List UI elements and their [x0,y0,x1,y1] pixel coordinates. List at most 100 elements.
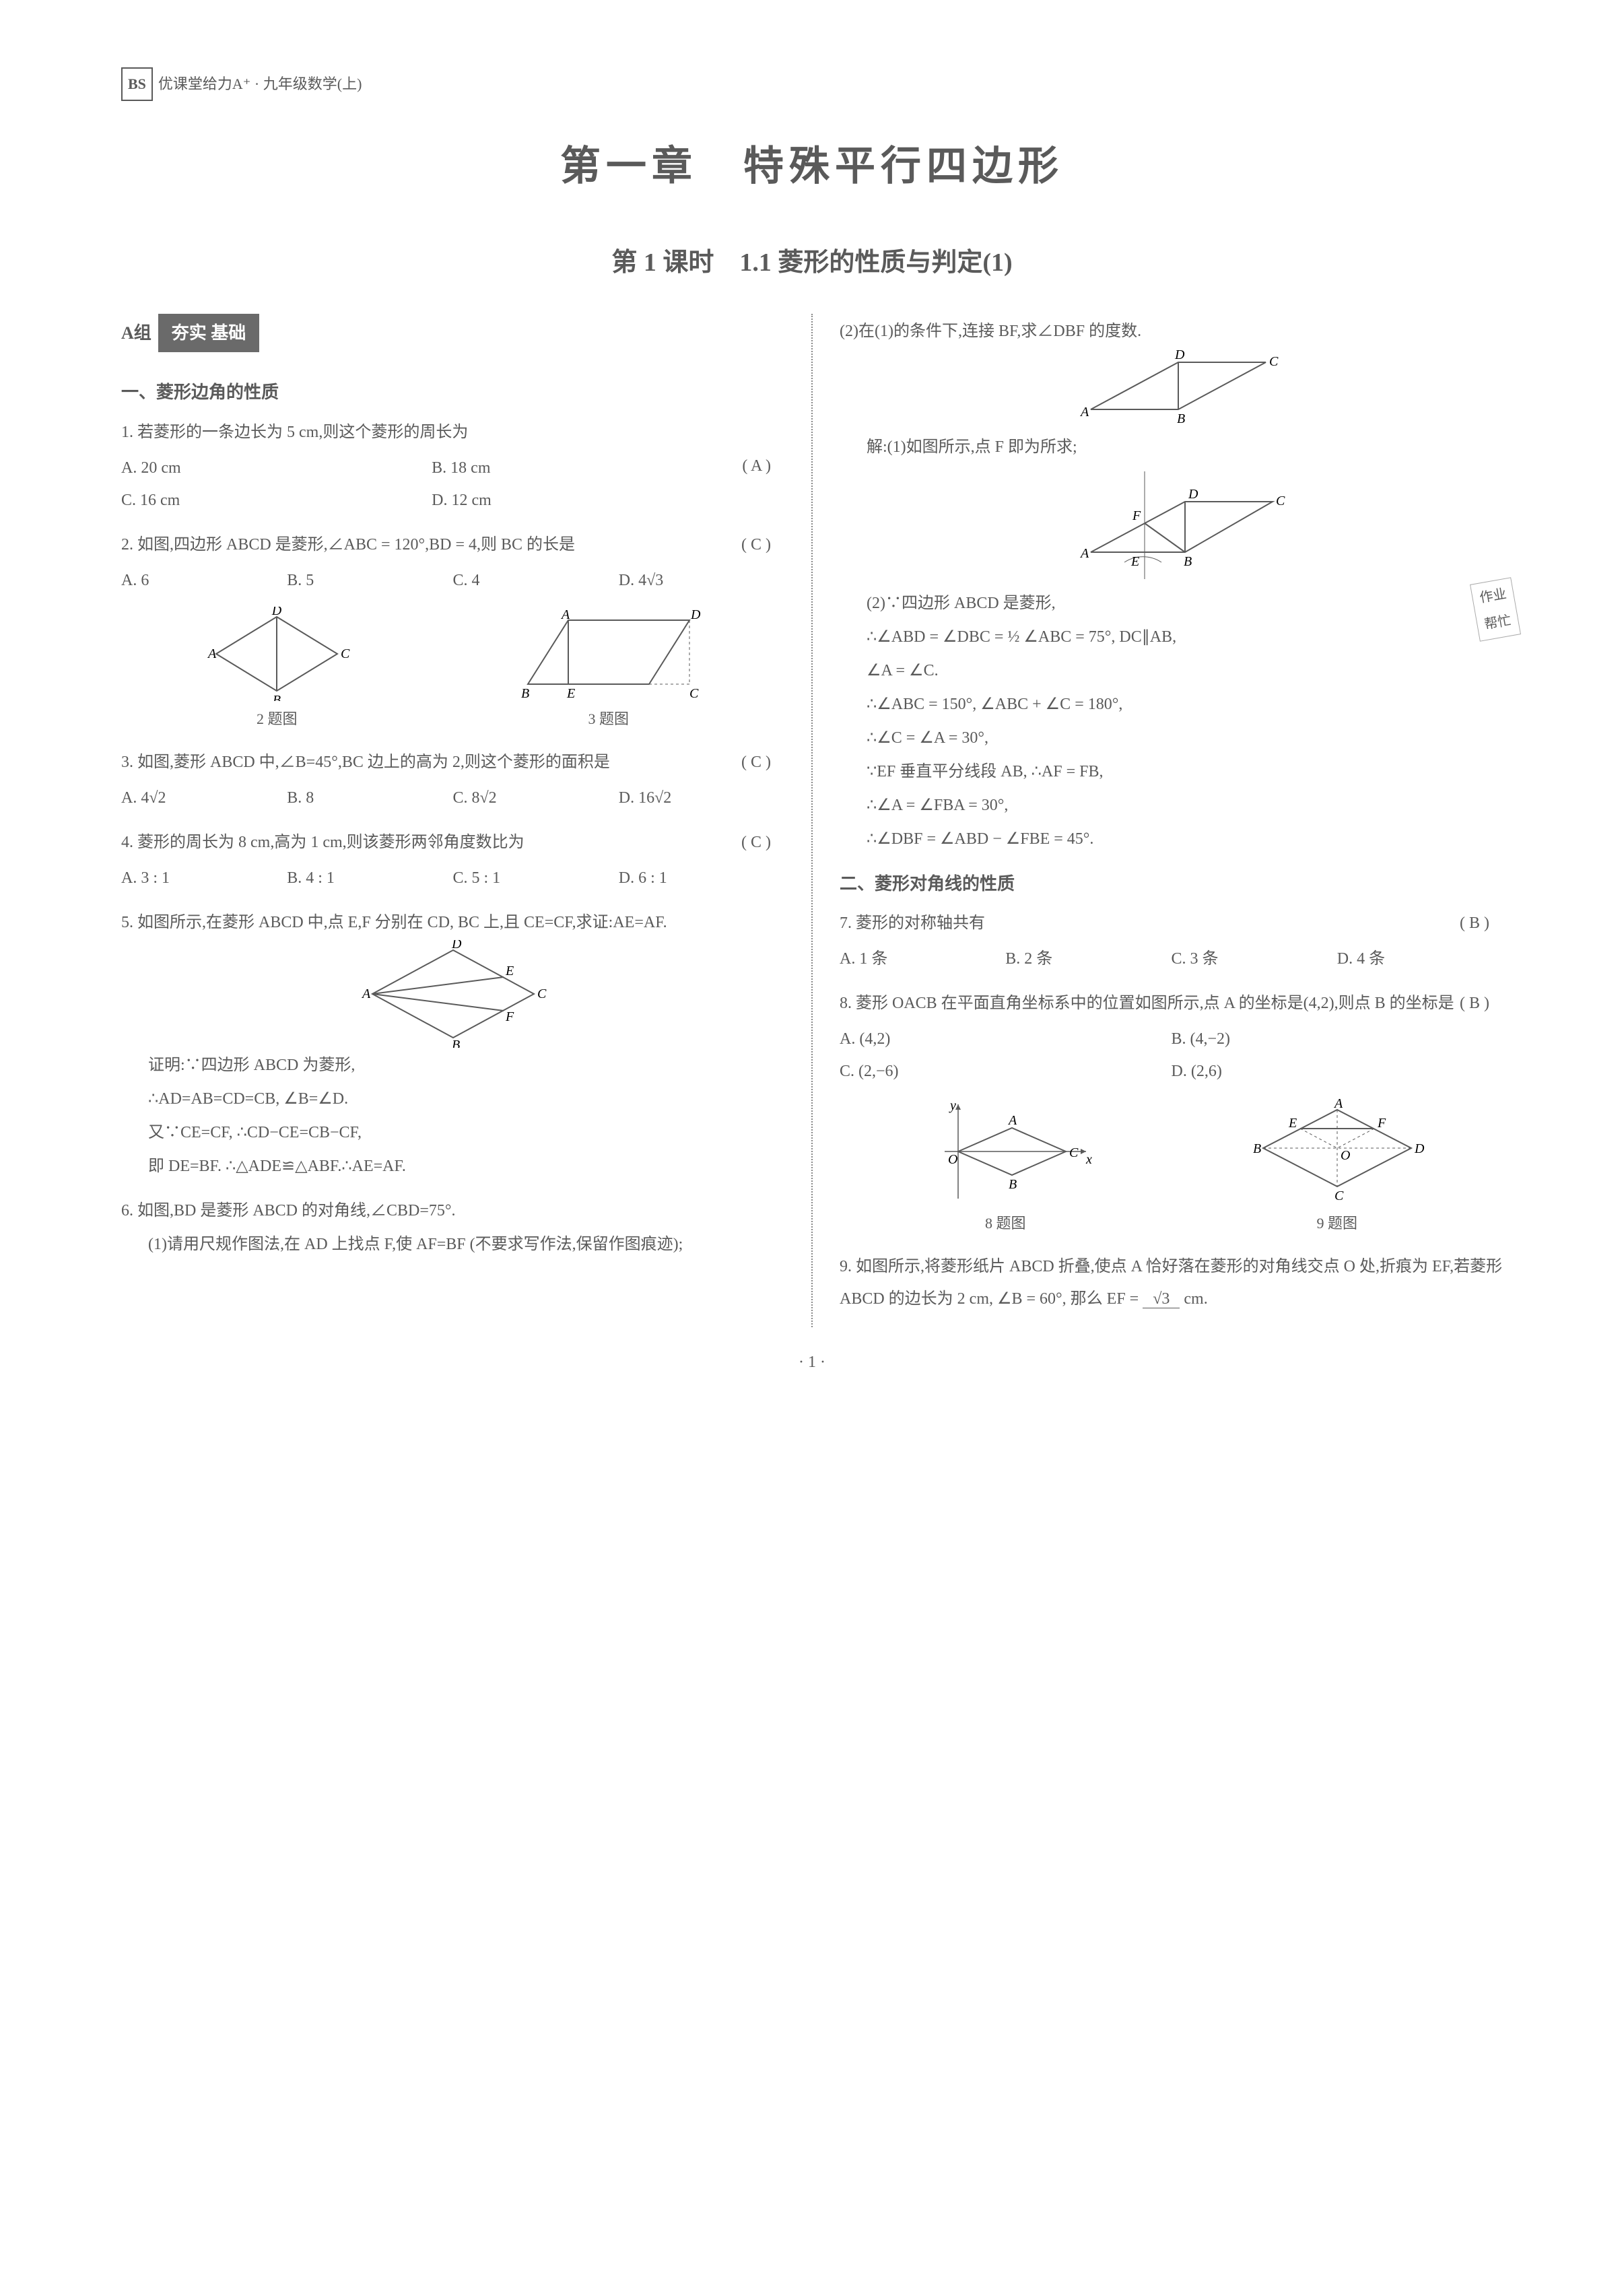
fig9-caption: 9 题图 [1250,1209,1425,1238]
column-divider [811,314,813,1327]
q7-opt-d: D. 4 条 [1337,943,1503,975]
figure-q8: O A C B x y 8 题图 [918,1098,1093,1238]
q8-opt-a: A. (4,2) [840,1023,1172,1055]
q8-opt-c: C. (2,−6) [840,1055,1172,1088]
q1-opt-b: B. 18 cm [432,452,742,484]
svg-text:D: D [690,607,701,622]
svg-text:B: B [1009,1177,1017,1192]
lesson-title: 第 1 课时 1.1 菱形的性质与判定(1) [121,238,1503,287]
q6-sub1: (1)请用尺规作图法,在 AD 上找点 F,使 AF=BF (不要求写作法,保留… [121,1228,784,1261]
brand-text: 优课堂给力A⁺ · 九年级数学(上) [158,70,362,98]
q2-q3-figures: D A C B 2 题图 A D B [121,607,784,734]
q2-opt-d: D. 4√3 [619,564,784,597]
q5-proof: 证明:∵四边形 ABCD 为菱形, ∴AD=AB=CD=CB, ∠B=∠D. 又… [121,1049,784,1182]
svg-text:B: B [1253,1141,1261,1156]
q4-opt-b: B. 4 : 1 [287,862,452,894]
q2-opt-c: C. 4 [453,564,619,597]
q8-text: 8. 菱形 OACB 在平面直角坐标系中的位置如图所示,点 A 的坐标是(4,2… [840,995,1454,1012]
rhombus-q3-svg: A D B E C [514,607,703,701]
stamp-line1: 作业 [1479,587,1508,606]
rhombus-q6b-svg: A B C D E F [1057,465,1286,586]
q6-sol2-2: ∴∠ABD = ∠DBC = ½ ∠ABC = 75°, DC∥AB, [867,621,1503,653]
group-a-banner: 夯实 基础 [158,314,260,352]
group-a-header: A组 夯实 基础 [121,314,259,352]
question-6-cont: (2)在(1)的条件下,连接 BF,求∠DBF 的度数. A B C D 解:(… [840,315,1503,855]
q7-opt-b: B. 2 条 [1005,943,1171,975]
fig3-caption: 3 题图 [514,704,703,734]
svg-text:C: C [537,986,547,1001]
svg-text:D: D [1414,1141,1425,1156]
fold-rhombus-svg: A B C D E F O [1250,1098,1425,1205]
q9-unit: cm. [1184,1290,1207,1308]
coord-rhombus-svg: O A C B x y [918,1098,1093,1205]
q6-sol1: 解:(1)如图所示,点 F 即为所求; [840,431,1503,463]
q3-opt-d: D. 16√2 [619,782,784,814]
q6-sol2-8: ∴∠DBF = ∠ABD − ∠FBE = 45°. [867,823,1503,855]
svg-text:B: B [521,686,529,701]
q2-opt-a: A. 6 [121,564,287,597]
svg-text:E: E [1288,1116,1297,1131]
svg-text:C: C [689,686,699,701]
q2-opt-b: B. 5 [287,564,452,597]
q6-sol2-5: ∴∠C = ∠A = 30°, [867,722,1503,754]
svg-text:O: O [1341,1148,1350,1163]
q6-sol2-4: ∴∠ABC = 150°, ∠ABC + ∠C = 180°, [867,688,1503,721]
q1-text: 1. 若菱形的一条边长为 5 cm,则这个菱形的周长为 [121,416,784,448]
q6-sol2-6: ∵EF 垂直平分线段 AB, ∴AF = FB, [867,756,1503,788]
svg-text:A: A [207,646,217,661]
svg-text:D: D [271,607,282,618]
svg-text:B: B [452,1038,460,1048]
brand-box: BS [121,67,153,101]
q5-proof-3: 又∵CE=CF, ∴CD−CE=CB−CF, [148,1116,784,1149]
figure-q3: A D B E C 3 题图 [514,607,703,734]
svg-text:O: O [948,1152,957,1167]
svg-text:B: B [1177,411,1185,426]
q8-opt-d: D. (2,6) [1172,1055,1503,1088]
fig2-caption: 2 题图 [203,704,351,734]
q6-sol2-3: ∠A = ∠C. [867,655,1503,687]
q5-proof-2: ∴AD=AB=CD=CB, ∠B=∠D. [148,1083,784,1115]
question-3: 3. 如图,菱形 ABCD 中,∠B=45°,BC 边上的高为 2,则这个菱形的… [121,746,784,814]
svg-text:B: B [273,693,281,701]
svg-text:F: F [505,1009,514,1024]
q7-answer: ( B ) [1460,907,1489,939]
svg-text:F: F [1132,508,1141,523]
svg-text:E: E [1130,554,1139,569]
svg-text:C: C [1334,1189,1344,1203]
question-7: 7. 菱形的对称轴共有 ( B ) A. 1 条 B. 2 条 C. 3 条 D… [840,907,1503,975]
q8-opt-b: B. (4,−2) [1172,1023,1503,1055]
svg-text:C: C [1269,354,1279,369]
svg-text:A: A [1079,546,1089,561]
figure-q9: A B C D E F O 9 题图 [1250,1098,1425,1238]
q6-sol2: 作业 帮忙 (2)∵四边形 ABCD 是菱形, ∴∠ABD = ∠DBC = ½… [840,587,1503,855]
svg-text:F: F [1377,1116,1386,1131]
question-8: 8. 菱形 OACB 在平面直角坐标系中的位置如图所示,点 A 的坐标是(4,2… [840,987,1503,1238]
svg-text:C: C [1276,494,1285,508]
q1-answer: ( A ) [742,450,771,482]
q4-text: 4. 菱形的周长为 8 cm,高为 1 cm,则该菱形两邻角度数比为 [121,834,525,851]
svg-text:A: A [1079,405,1089,420]
q6-sol2-1: (2)∵四边形 ABCD 是菱形, [867,587,1503,620]
svg-text:A: A [1333,1098,1343,1111]
svg-text:D: D [451,940,462,951]
right-column: (2)在(1)的条件下,连接 BF,求∠DBF 的度数. A B C D 解:(… [840,314,1503,1327]
q3-opt-b: B. 8 [287,782,452,814]
q7-opt-c: C. 3 条 [1172,943,1337,975]
q7-text: 7. 菱形的对称轴共有 [840,914,985,932]
q5-proof-4: 即 DE=BF. ∴△ADE≌△ABF.∴AE=AF. [148,1150,784,1182]
book-header: BS 优课堂给力A⁺ · 九年级数学(上) [121,67,1503,101]
q4-opt-c: C. 5 : 1 [453,862,619,894]
svg-text:A: A [1007,1113,1017,1128]
left-column: A组 夯实 基础 一、菱形边角的性质 1. 若菱形的一条边长为 5 cm,则这个… [121,314,784,1327]
q7-opt-a: A. 1 条 [840,943,1005,975]
q3-opt-c: C. 8√2 [453,782,619,814]
svg-text:x: x [1085,1152,1092,1167]
question-4: 4. 菱形的周长为 8 cm,高为 1 cm,则该菱形两邻角度数比为 ( C )… [121,826,784,894]
q3-opt-a: A. 4√2 [121,782,287,814]
rhombus-q6a-svg: A B C D [1064,349,1279,430]
question-6: 6. 如图,BD 是菱形 ABCD 的对角线,∠CBD=75°. (1)请用尺规… [121,1195,784,1261]
q4-opt-d: D. 6 : 1 [619,862,784,894]
rhombus-q5-svg: D E C F B A [359,940,547,1048]
q5-text: 5. 如图所示,在菱形 ABCD 中,点 E,F 分别在 CD, BC 上,且 … [121,906,784,939]
figure-q2: D A C B 2 题图 [203,607,351,734]
